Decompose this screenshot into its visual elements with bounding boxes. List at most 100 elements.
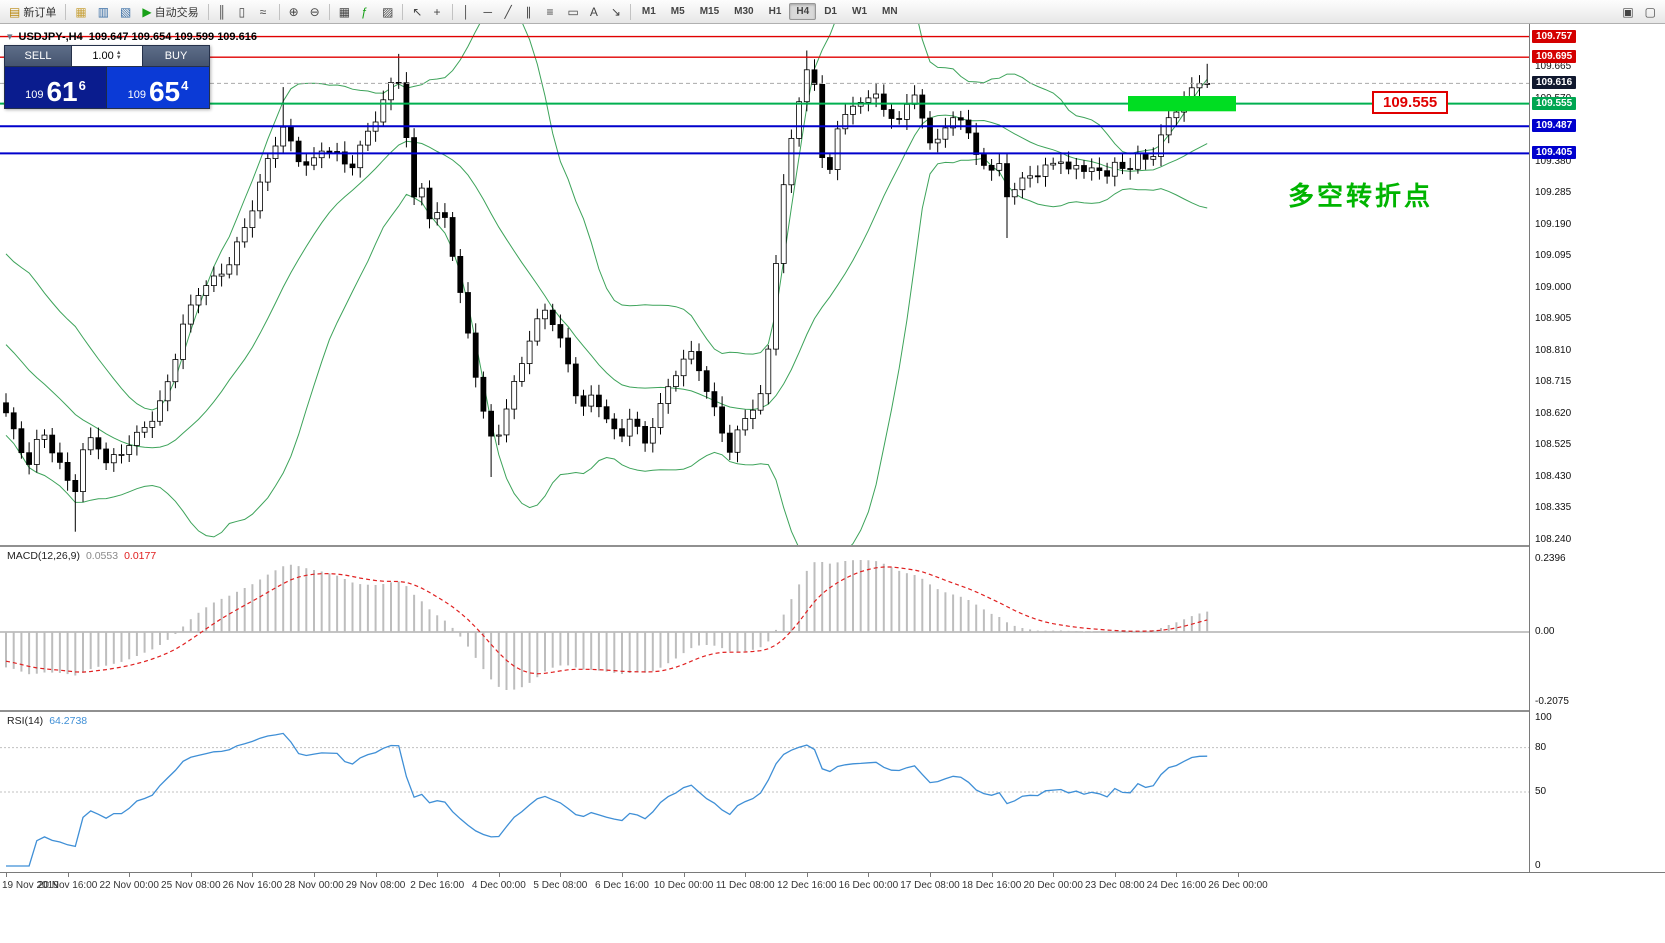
candle-body	[1019, 177, 1026, 191]
chart-shift-button[interactable]: ▢	[1640, 2, 1661, 22]
rsi-line	[6, 732, 1208, 867]
candle-body	[441, 212, 448, 218]
timeframe-d1[interactable]: D1	[817, 3, 844, 20]
tile-windows-button[interactable]: ▦	[334, 2, 355, 22]
time-axis[interactable]: 19 Nov 2019 20 Nov 16:00 22 Nov 00:00 25 No…	[0, 872, 1665, 898]
indicators-button[interactable]: ƒ	[356, 2, 376, 22]
vertical-line-button-icon: │	[462, 4, 470, 19]
navigator-button[interactable]: ▧	[115, 2, 136, 22]
candle-body	[1096, 167, 1103, 171]
candlestick-chart-button[interactable]: ▯	[234, 2, 254, 22]
candle-body	[95, 437, 102, 450]
timeframe-m1[interactable]: M1	[635, 3, 663, 20]
time-axis-label: 24 Dec 16:00	[1146, 880, 1207, 891]
crosshair-button-icon: +	[433, 4, 441, 19]
candle-body	[1127, 168, 1134, 170]
volume-field[interactable]: 1.00 ▲ ▼	[71, 46, 143, 66]
price-chart-panel[interactable]: 109.555 多空转折点	[0, 24, 1529, 545]
main-toolbar: ▤ 新订单 ▦ ▥ ▧ ▶ 自动交易 ║ ▯ ≈ ⊕ ⊖ ▦ ƒ ▨ ↖ + │ ─ ╱ ∥ ≡ ▭ A ↘ M1 M5 M15 M30…	[0, 0, 1665, 24]
shapes-button[interactable]: ▭	[562, 2, 583, 22]
timeframe-h4[interactable]: H4	[789, 3, 817, 20]
buy-button[interactable]: BUY	[143, 46, 209, 66]
profiles-button[interactable]: ▦	[70, 2, 91, 22]
candle-body	[1065, 161, 1072, 170]
new-order-button-label: 新订单	[23, 6, 57, 19]
candle-body	[1011, 189, 1018, 198]
highlight-rectangle-object[interactable]	[1128, 96, 1236, 112]
candle-body	[996, 163, 1003, 171]
crosshair-button[interactable]: +	[428, 2, 448, 22]
market-watch-button-icon: ▥	[97, 4, 110, 19]
timeframe-d1-label: D1	[824, 6, 837, 17]
timeframe-w1[interactable]: W1	[845, 3, 874, 20]
timeframe-mn[interactable]: MN	[875, 3, 905, 20]
timeframe-h1[interactable]: H1	[762, 3, 789, 20]
candle-body	[842, 114, 849, 130]
chart-header: ▾ USDJPY-,H4 109.647 109.654 109.599 109…	[7, 30, 257, 44]
candle-body	[865, 97, 872, 103]
timeframe-m30[interactable]: M30	[727, 3, 760, 20]
panel-separator[interactable]	[0, 710, 1665, 712]
new-order-button-icon: ▤	[9, 4, 21, 19]
candle-body	[796, 101, 802, 139]
volume-up-icon[interactable]: ▲	[115, 50, 122, 56]
candle-body	[596, 394, 602, 408]
candle-body	[426, 187, 433, 220]
trendline-button[interactable]: ╱	[499, 2, 519, 22]
arrows-button[interactable]: ↘	[606, 2, 626, 22]
time-axis-label: 20 Nov 16:00	[37, 880, 98, 891]
candle-body	[303, 161, 310, 166]
time-axis-label: 22 Nov 00:00	[99, 880, 159, 891]
candle-body	[495, 434, 502, 437]
time-axis-tick-mark	[683, 873, 685, 877]
zoom-out-button[interactable]: ⊖	[305, 2, 325, 22]
vertical-line-button[interactable]: │	[457, 2, 477, 22]
candle-body	[349, 163, 356, 169]
sell-price-button[interactable]: 109 61 6	[5, 67, 107, 108]
candle-body	[572, 363, 579, 397]
candle-body	[750, 409, 756, 419]
candle-body	[927, 117, 933, 144]
chart-window: ▾ USDJPY-,H4 109.647 109.654 109.599 109…	[0, 24, 1665, 943]
candle-body	[934, 138, 941, 144]
volume-spinner[interactable]: ▲ ▼	[115, 50, 122, 61]
volume-down-icon[interactable]: ▼	[115, 55, 122, 61]
market-watch-button[interactable]: ▥	[93, 2, 114, 22]
macd-indicator-panel[interactable]: MACD(12,26,9) 0.0553 0.0177	[0, 547, 1529, 710]
auto-trading-button[interactable]: ▶ 自动交易	[137, 2, 203, 22]
zoom-in-button[interactable]: ⊕	[284, 2, 304, 22]
horizontal-line-button[interactable]: ─	[478, 2, 498, 22]
panel-separator[interactable]	[0, 545, 1665, 547]
bar-chart-button[interactable]: ║	[213, 2, 233, 22]
candle-body	[580, 395, 587, 407]
candle-body	[665, 386, 672, 404]
text-button[interactable]: A	[585, 2, 605, 22]
sell-button[interactable]: SELL	[5, 46, 71, 66]
candle-body	[3, 402, 9, 414]
buy-price-button[interactable]: 109 65 4	[107, 67, 209, 108]
price-scale[interactable]: 109.665109.570109.475109.380109.285109.1…	[1529, 24, 1665, 872]
templates-button[interactable]: ▨	[377, 2, 398, 22]
chinese-annotation[interactable]: 多空转折点	[1288, 181, 1434, 211]
channel-button[interactable]: ∥	[520, 2, 540, 22]
fibonacci-button[interactable]: ≡	[541, 2, 561, 22]
cursor-button[interactable]: ↖	[407, 2, 427, 22]
chart-list-button[interactable]: ▣	[1617, 2, 1638, 22]
new-order-button[interactable]: ▤ 新订单	[4, 2, 61, 22]
toolbar-separator	[65, 3, 67, 20]
timeframe-m5-label: M5	[670, 6, 685, 17]
price-scale-tick: 108.335	[1535, 502, 1572, 513]
price-callout-109555[interactable]: 109.555	[1372, 91, 1449, 114]
line-chart-button[interactable]: ≈	[255, 2, 275, 22]
timeframe-m15[interactable]: M15	[693, 3, 726, 20]
macd-label: MACD(12,26,9) 0.0553 0.0177	[7, 550, 156, 562]
profiles-button-icon: ▦	[75, 4, 87, 19]
time-axis-tick-mark	[806, 873, 808, 877]
time-axis-tick-mark	[560, 873, 562, 877]
candle-body	[1081, 165, 1087, 172]
price-scale-tick: 108.430	[1535, 471, 1572, 482]
rsi-indicator-panel[interactable]: RSI(14) 64.2738	[0, 712, 1529, 872]
candle-body	[819, 84, 826, 158]
line-chart-button-icon: ≈	[259, 4, 267, 19]
timeframe-m5[interactable]: M5	[664, 3, 692, 20]
